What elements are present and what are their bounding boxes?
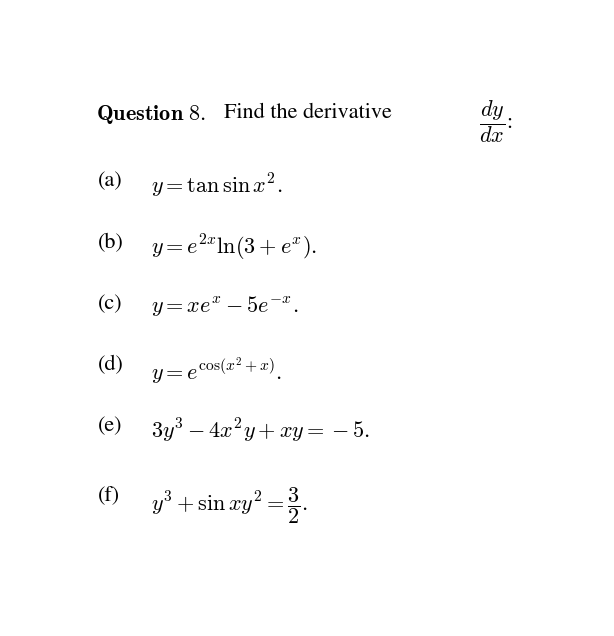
Text: (a): (a)	[98, 172, 123, 191]
Text: $3y^3 - 4x^2y + xy = -5.$: $3y^3 - 4x^2y + xy = -5.$	[150, 417, 370, 445]
Text: $y = xe^{x} - 5e^{-x}.$: $y = xe^{x} - 5e^{-x}.$	[150, 294, 298, 318]
Text: $y = \tan\sin x^2.$: $y = \tan\sin x^2.$	[150, 172, 282, 200]
Text: (e): (e)	[98, 417, 123, 436]
Text: $\mathbf{Question\ 8.}$: $\mathbf{Question\ 8.}$	[96, 103, 206, 127]
Text: $y^3 + \sin xy^2 = \dfrac{3}{2}.$: $y^3 + \sin xy^2 = \dfrac{3}{2}.$	[150, 485, 307, 526]
Text: (f): (f)	[98, 485, 120, 505]
Text: $y = e^{2x}\ln(3 + e^{x}).$: $y = e^{2x}\ln(3 + e^{x}).$	[150, 233, 317, 263]
Text: $\dfrac{dy}{dx}$:: $\dfrac{dy}{dx}$:	[479, 99, 512, 145]
Text: $y = e^{\cos(x^2+x)}.$: $y = e^{\cos(x^2+x)}.$	[150, 356, 282, 387]
Text: Find the derivative: Find the derivative	[224, 103, 392, 123]
Text: (c): (c)	[98, 294, 123, 314]
Text: (d): (d)	[98, 356, 124, 375]
Text: (b): (b)	[98, 233, 124, 252]
